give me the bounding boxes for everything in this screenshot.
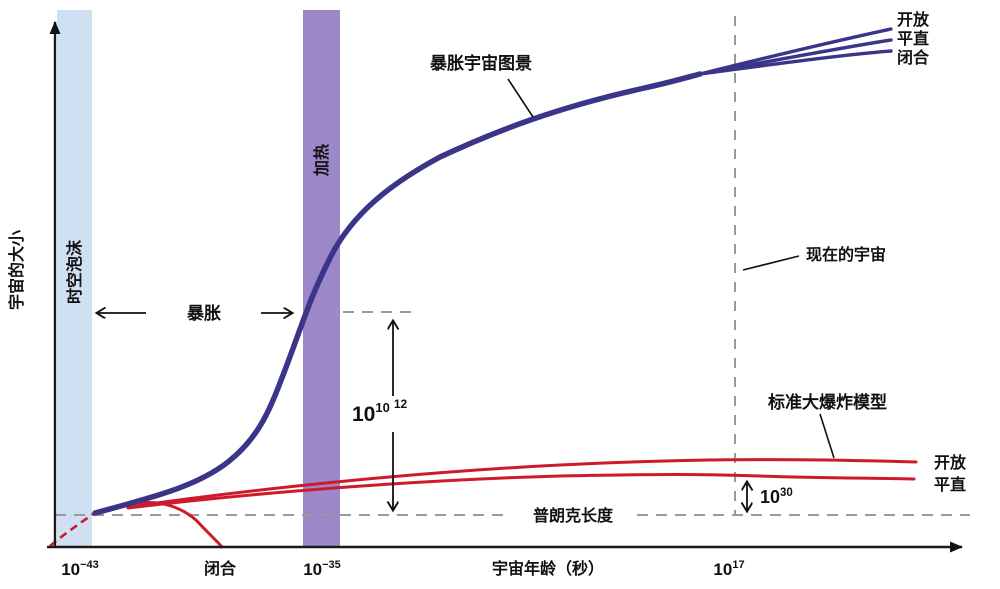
planck-length-label: 普朗克长度 <box>533 506 614 525</box>
standard-model-label: 标准大爆炸模型 <box>768 392 887 412</box>
ratio-standard-label: 1030 <box>760 487 793 507</box>
spacetime-foam-label: 时空泡沫 <box>65 239 84 304</box>
inflation-label: 暴胀 <box>186 304 221 323</box>
inflation-scenario-leader-line <box>507 78 534 118</box>
x-tick-1e-35: 10−35 <box>303 559 341 579</box>
reheating-label: 加热 <box>312 144 331 177</box>
standard-flat-label: 平直 <box>934 475 966 494</box>
standard-model-leader-line <box>819 413 835 459</box>
standard-model-closed-curve <box>138 500 224 549</box>
spacetime-foam-band <box>57 10 92 547</box>
y-axis-label: 宇宙的大小 <box>7 230 26 310</box>
x-axis-label: 宇宙年龄（秒） <box>492 559 604 578</box>
standard-model-open-curve <box>126 458 918 509</box>
now-label: 现在的宇宙 <box>806 245 886 264</box>
inflation-open-label: 开放 <box>897 10 930 29</box>
inflation-closed-branch <box>698 49 893 76</box>
x-tick-1e-43: 10−43 <box>61 559 99 579</box>
now-leader-line <box>742 255 800 271</box>
inflation-flat-label: 平直 <box>897 29 929 48</box>
inflation-main-curve <box>92 71 703 516</box>
inflation-closed-label: 闭合 <box>897 48 930 67</box>
standard-model-dashed-origin-curve <box>49 512 94 547</box>
x-tick-1e17: 1017 <box>713 559 744 579</box>
inflation-scenario-label: 暴胀宇宙图景 <box>429 53 532 73</box>
standard-open-label: 开放 <box>934 453 967 472</box>
standard-closed-label: 闭合 <box>204 559 237 578</box>
ratio-inflation-label: 1010 12 <box>352 397 408 426</box>
standard-model-flat-curve <box>126 473 916 510</box>
